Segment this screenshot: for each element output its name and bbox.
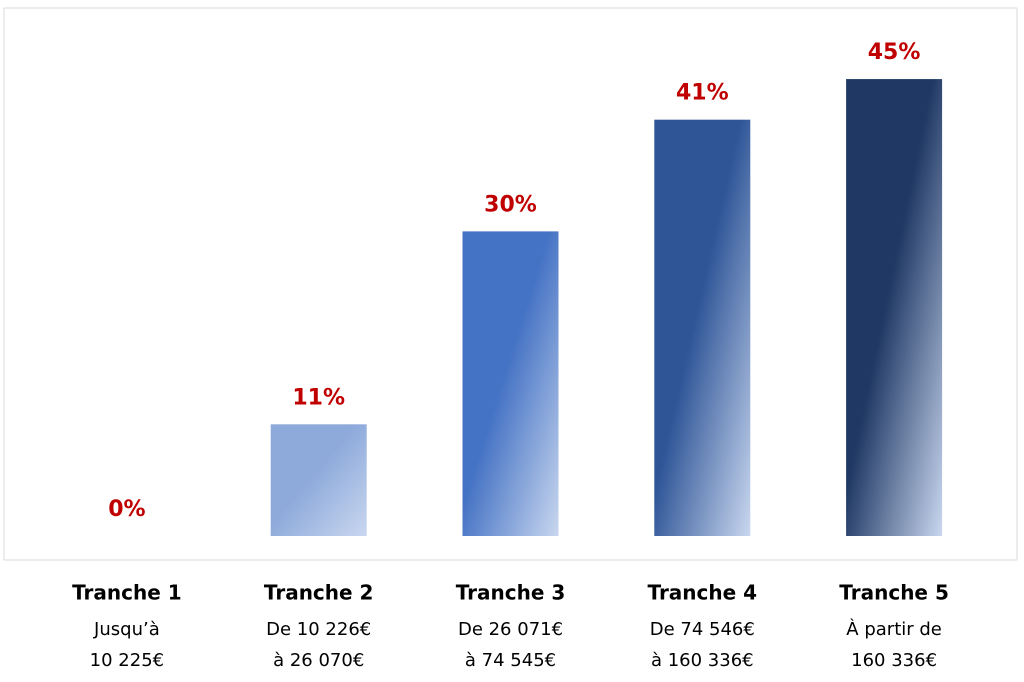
category-label: Tranche 5 bbox=[839, 581, 949, 605]
bar bbox=[270, 424, 367, 536]
category-label: Tranche 1 bbox=[72, 581, 182, 605]
category-range: à 74 545€ bbox=[465, 650, 556, 671]
category-range: De 26 071€ bbox=[458, 619, 563, 640]
category-range: De 74 546€ bbox=[650, 619, 755, 640]
category-range: De 10 226€ bbox=[266, 619, 371, 640]
category-range: 160 336€ bbox=[851, 650, 937, 671]
value-label: 41% bbox=[676, 81, 729, 106]
bar bbox=[654, 119, 751, 536]
value-label: 11% bbox=[292, 385, 345, 410]
category-range: à 160 336€ bbox=[651, 650, 754, 671]
category-label: Tranche 3 bbox=[456, 581, 566, 605]
category-label: Tranche 2 bbox=[264, 581, 374, 605]
category-range: À partir de bbox=[846, 618, 942, 640]
bar bbox=[462, 231, 559, 536]
value-label: 45% bbox=[868, 40, 921, 65]
bar bbox=[846, 79, 943, 537]
category-range: Jusqu’à bbox=[93, 619, 160, 640]
value-label: 30% bbox=[484, 192, 537, 217]
category-label: Tranche 4 bbox=[648, 581, 758, 605]
value-label: 0% bbox=[108, 497, 145, 522]
category-range: à 26 070€ bbox=[273, 650, 364, 671]
category-range: 10 225€ bbox=[90, 650, 164, 671]
